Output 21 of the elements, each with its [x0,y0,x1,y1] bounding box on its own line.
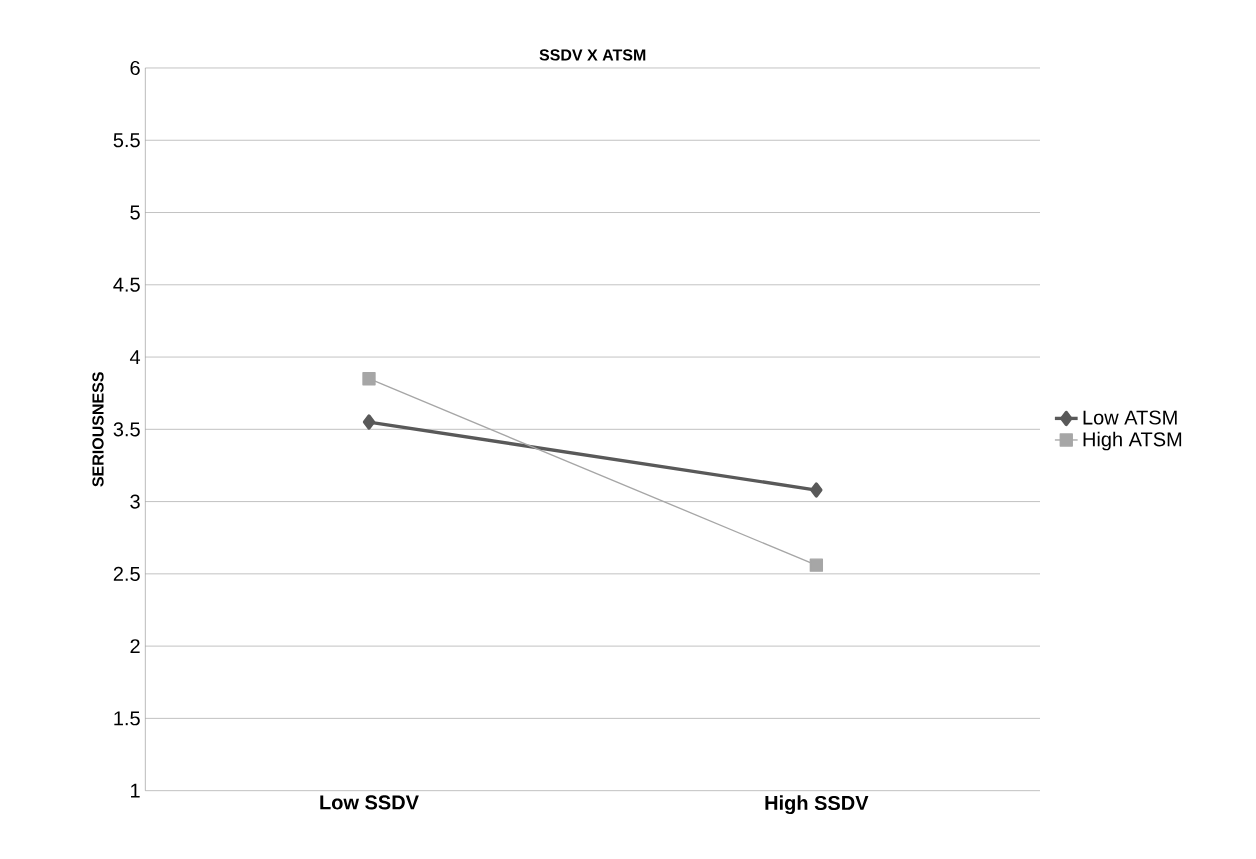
point [810,482,823,498]
y-axis-title: SERIOUSNESS [92,372,104,487]
point [362,372,376,386]
point [809,558,824,573]
legend-label: Low ATSM [1083,410,1177,425]
y-tick-label: 5 [130,205,140,220]
y-tick-label: 3 [130,494,140,509]
x-tick-label: Low SSDV [320,795,419,810]
y-tick-label: 4.5 [113,277,140,292]
y-tick-label: 4 [129,350,141,365]
y-tick-label: 6 [130,61,140,76]
y-tick-label: 5.5 [113,133,140,148]
y-tick-label: 1 [131,783,140,798]
y-tick-label: 3.5 [113,422,140,437]
y-tick-label: 2 [130,639,140,654]
legend-label: High ATSM [1083,431,1182,451]
point [362,414,376,430]
x-tick-label: High SSDV [765,795,869,815]
chart-title: SSDV X ATSM [539,49,646,61]
y-tick-label: 2.5 [113,566,140,582]
y-tick-label: 1.5 [114,711,140,726]
